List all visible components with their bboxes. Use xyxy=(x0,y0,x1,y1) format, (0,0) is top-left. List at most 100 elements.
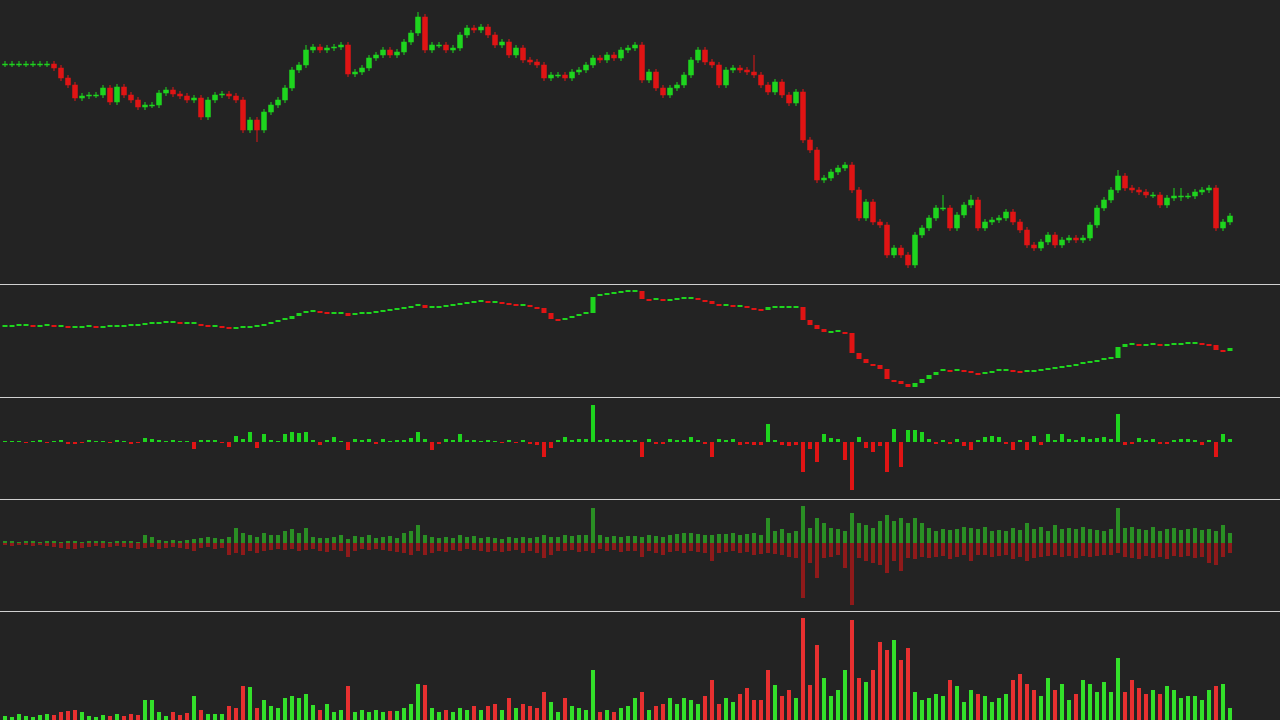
bar xyxy=(164,541,168,543)
candle-body xyxy=(44,63,50,66)
step-mark xyxy=(296,313,302,316)
bar xyxy=(556,537,560,543)
bar xyxy=(136,543,140,549)
volume-bar xyxy=(500,710,504,720)
step-mark xyxy=(835,330,841,332)
bar xyxy=(1151,439,1155,442)
bar xyxy=(997,530,1001,543)
volume-bar xyxy=(136,715,140,720)
bar xyxy=(276,535,280,543)
candle-body xyxy=(877,221,883,226)
volume-bar xyxy=(696,704,700,720)
bar xyxy=(157,540,161,543)
volume-bar xyxy=(248,687,252,720)
bar xyxy=(73,442,77,444)
bar xyxy=(577,439,581,442)
volume-bar xyxy=(1018,674,1022,720)
bar xyxy=(1200,442,1204,445)
bar xyxy=(549,543,553,555)
volume-bar xyxy=(654,706,658,720)
volume-bar xyxy=(549,702,553,720)
candle-body xyxy=(247,119,253,131)
bar xyxy=(885,543,889,573)
bar xyxy=(374,442,378,444)
step-mark xyxy=(380,310,386,312)
bar xyxy=(269,535,273,543)
volume-bar xyxy=(1074,694,1078,720)
volume-bar xyxy=(3,716,7,720)
candle-body xyxy=(226,93,232,97)
volume-bar xyxy=(1032,690,1036,720)
bar xyxy=(507,543,511,551)
bar xyxy=(1214,531,1218,543)
bar xyxy=(1228,439,1232,442)
bar xyxy=(955,543,959,557)
volume-bar xyxy=(738,694,742,720)
bar xyxy=(325,538,329,543)
bar xyxy=(1116,543,1120,553)
bar xyxy=(423,535,427,543)
bar xyxy=(402,440,406,442)
bar xyxy=(38,542,42,543)
candle-body xyxy=(625,47,631,51)
bar xyxy=(787,543,791,557)
bar xyxy=(66,543,70,549)
bar xyxy=(500,543,504,552)
bar xyxy=(234,436,238,442)
volume-bar xyxy=(1088,684,1092,720)
step-mark xyxy=(394,308,400,310)
bar xyxy=(150,537,154,543)
bar xyxy=(1011,543,1015,559)
bar xyxy=(199,440,203,442)
bar xyxy=(346,539,350,543)
bar xyxy=(353,543,357,551)
step-mark xyxy=(198,324,204,326)
bar xyxy=(808,528,812,543)
volume-bar xyxy=(619,708,623,720)
step-mark xyxy=(534,307,540,309)
candle-body xyxy=(884,224,890,256)
candle-body xyxy=(695,49,701,61)
step-mark xyxy=(429,306,435,308)
candle-body xyxy=(1017,221,1023,231)
candle-body xyxy=(1136,189,1142,193)
bar xyxy=(745,534,749,543)
candle-body xyxy=(723,69,729,86)
bar xyxy=(3,543,7,545)
bar xyxy=(451,538,455,543)
step-mark xyxy=(660,299,666,301)
bar xyxy=(150,439,154,442)
candle-body xyxy=(786,94,792,104)
bar xyxy=(843,543,847,568)
bar xyxy=(948,530,952,543)
bar xyxy=(297,433,301,442)
bar xyxy=(185,543,189,549)
bar xyxy=(1214,543,1218,565)
bar xyxy=(836,529,840,543)
bar xyxy=(1067,439,1071,442)
candle-body xyxy=(1010,211,1016,223)
step-mark xyxy=(1038,369,1044,371)
bar xyxy=(801,506,805,543)
step-mark xyxy=(436,306,442,308)
bar xyxy=(577,535,581,543)
step-mark xyxy=(450,304,456,306)
volume-bar xyxy=(1025,684,1029,720)
bar xyxy=(283,543,287,550)
bar xyxy=(570,440,574,442)
bar xyxy=(983,527,987,543)
bar xyxy=(626,543,630,551)
candle-body xyxy=(275,99,281,106)
bar xyxy=(479,543,483,551)
bar xyxy=(955,529,959,543)
bar xyxy=(444,537,448,543)
bar xyxy=(1179,530,1183,543)
bar xyxy=(486,537,490,543)
step-mark xyxy=(1129,343,1135,345)
bar xyxy=(850,442,854,490)
bar xyxy=(1018,440,1022,442)
bar xyxy=(535,537,539,543)
bar xyxy=(367,543,371,550)
bar xyxy=(682,533,686,543)
step-mark xyxy=(44,324,50,326)
